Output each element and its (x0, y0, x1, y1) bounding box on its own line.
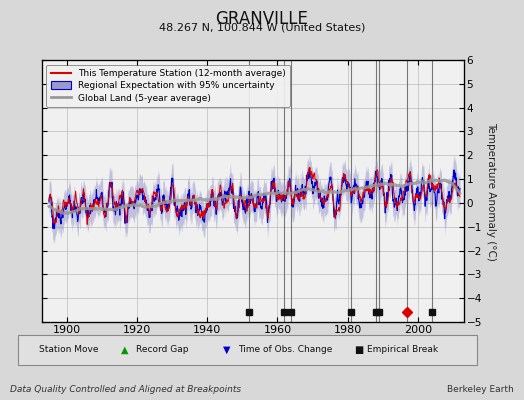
Text: ▲: ▲ (121, 345, 128, 355)
Text: Station Move: Station Move (39, 345, 99, 354)
Text: Berkeley Earth: Berkeley Earth (447, 385, 514, 394)
Text: Time of Obs. Change: Time of Obs. Change (238, 345, 333, 354)
Legend: This Temperature Station (12-month average), Regional Expectation with 95% uncer: This Temperature Station (12-month avera… (47, 64, 290, 107)
Text: Record Gap: Record Gap (136, 345, 189, 354)
Text: GRANVILLE: GRANVILLE (215, 10, 309, 28)
Text: Empirical Break: Empirical Break (367, 345, 438, 354)
Text: ■: ■ (354, 345, 363, 355)
Y-axis label: Temperature Anomaly (°C): Temperature Anomaly (°C) (486, 122, 496, 260)
Text: ▼: ▼ (223, 345, 230, 355)
Text: Data Quality Controlled and Aligned at Breakpoints: Data Quality Controlled and Aligned at B… (10, 385, 242, 394)
Text: 48.267 N, 100.844 W (United States): 48.267 N, 100.844 W (United States) (159, 22, 365, 32)
